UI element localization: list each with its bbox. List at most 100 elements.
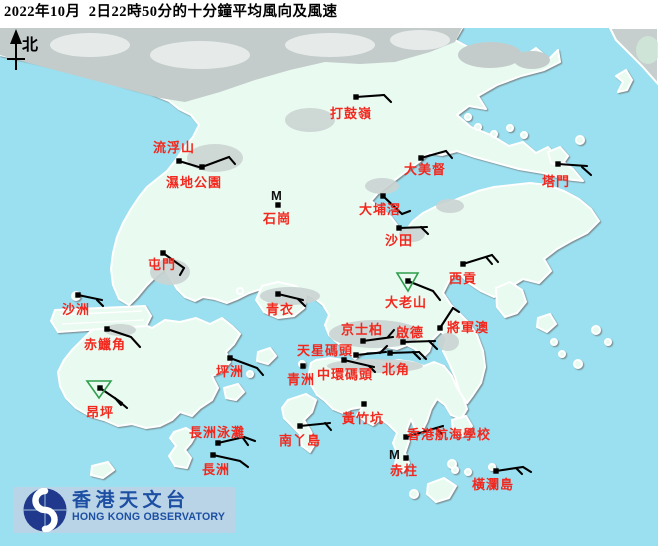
- station-label-saikung[interactable]: 西貢: [449, 271, 478, 286]
- station-label-starferry[interactable]: 天星碼頭: [297, 343, 354, 358]
- station-kaitak[interactable]: [400, 339, 439, 351]
- station-tapmun[interactable]: [555, 161, 593, 177]
- station-label-stanley[interactable]: 赤柱: [390, 463, 419, 478]
- station-label-greenisland[interactable]: 青洲: [287, 372, 316, 387]
- station-dot[interactable]: [353, 352, 359, 358]
- station-label-wetlandpark[interactable]: 濕地公園: [166, 175, 223, 190]
- station-dot[interactable]: [380, 193, 386, 199]
- station-waglan[interactable]: [493, 465, 533, 476]
- station-label-shatin[interactable]: 沙田: [385, 233, 414, 248]
- station-dot[interactable]: [361, 401, 367, 407]
- hko-logo[interactable]: 香港天文台 HONG KONG OBSERVATORY: [13, 487, 235, 533]
- station-cheungchaubeach[interactable]: [215, 435, 257, 447]
- station-wetlandpark[interactable]: [199, 155, 237, 170]
- station-lamma[interactable]: [297, 421, 333, 432]
- land-mainland: [0, 27, 600, 404]
- station-tseungkwano[interactable]: [437, 306, 461, 331]
- station-label-tsingyi[interactable]: 青衣: [266, 302, 295, 317]
- station-dot[interactable]: [403, 455, 409, 461]
- station-dot[interactable]: [176, 158, 182, 164]
- station-label-takwuling[interactable]: 打鼓嶺: [330, 106, 373, 121]
- station-dot[interactable]: [215, 440, 221, 446]
- station-tatescairn[interactable]: [395, 272, 442, 302]
- station-dot[interactable]: [341, 357, 347, 363]
- north-arrow: [7, 29, 25, 70]
- station-northpoint[interactable]: [387, 350, 428, 361]
- station-dot[interactable]: [199, 164, 205, 170]
- station-label-taipokau[interactable]: 大埔滘: [359, 202, 402, 217]
- station-label-wongchukhang[interactable]: 黃竹坑: [342, 411, 385, 426]
- station-label-kingspark[interactable]: 京士柏: [341, 322, 384, 337]
- station-ngongping[interactable]: [85, 380, 129, 410]
- station-starferry[interactable]: [353, 344, 389, 358]
- station-label-cheungchau[interactable]: 長洲: [202, 462, 231, 477]
- land-cheungchau: [168, 427, 197, 469]
- station-tsingyi[interactable]: [275, 291, 307, 308]
- station-dot[interactable]: [418, 155, 424, 161]
- station-dot[interactable]: [360, 338, 366, 344]
- station-kingspark[interactable]: [360, 328, 396, 344]
- station-dot[interactable]: [300, 363, 306, 369]
- station-label-cheungchaubeach[interactable]: 長洲泳灘: [189, 425, 246, 440]
- wind-barb: [296, 297, 307, 308]
- station-seaschool[interactable]: [403, 424, 445, 440]
- station-taipokau[interactable]: [380, 193, 412, 216]
- wind-barb: [490, 253, 500, 264]
- station-dot[interactable]: [437, 325, 443, 331]
- station-pengchau[interactable]: [227, 355, 265, 377]
- station-label-pengchau[interactable]: 坪洲: [216, 364, 245, 379]
- station-label-northpoint[interactable]: 北角: [382, 362, 411, 377]
- station-label-tapmun[interactable]: 塔門: [542, 174, 571, 189]
- station-wongchukhang[interactable]: [361, 401, 367, 407]
- station-centralpier[interactable]: [341, 357, 377, 374]
- station-dot[interactable]: [297, 423, 303, 429]
- station-dot[interactable]: [210, 452, 216, 458]
- station-label-taimeituk[interactable]: 大美督: [404, 162, 447, 177]
- station-saikung[interactable]: [460, 253, 500, 267]
- station-dot[interactable]: [353, 94, 359, 100]
- station-cheklapkok[interactable]: [104, 326, 142, 349]
- station-dot[interactable]: [400, 339, 406, 345]
- station-greenisland[interactable]: [300, 363, 306, 369]
- station-shatin[interactable]: [396, 225, 430, 236]
- station-label-laufaushan[interactable]: 流浮山: [153, 140, 196, 155]
- station-shachau[interactable]: [75, 292, 105, 308]
- map-title: 2022年10月 2日22時50分的十分鐘平均風向及風速: [0, 0, 658, 28]
- station-cheungchau[interactable]: [210, 452, 250, 469]
- station-dot[interactable]: [493, 468, 499, 474]
- station-label-kaitak[interactable]: 啟德: [396, 325, 425, 340]
- station-label-tatescairn[interactable]: 大老山: [385, 295, 428, 310]
- station-taimeituk[interactable]: [418, 149, 454, 161]
- station-label-centralpier[interactable]: 中環碼頭: [317, 367, 374, 382]
- station-label-shachau[interactable]: 沙洲: [62, 302, 91, 317]
- station-label-ngongping[interactable]: 昂坪: [86, 405, 115, 420]
- station-dot[interactable]: [387, 350, 393, 356]
- station-dot[interactable]: [75, 292, 81, 298]
- station-dot[interactable]: [396, 225, 402, 231]
- station-label-lamma[interactable]: 南丫島: [279, 433, 322, 448]
- station-takwuling[interactable]: [353, 93, 393, 104]
- station-dot[interactable]: [104, 326, 110, 332]
- station-shekkong[interactable]: [275, 202, 281, 208]
- land-lantau: [57, 317, 241, 429]
- station-dot[interactable]: [227, 355, 233, 361]
- station-dot[interactable]: [555, 161, 561, 167]
- station-dot[interactable]: [460, 261, 466, 267]
- station-label-waglan[interactable]: 橫瀾島: [472, 477, 515, 492]
- wind-barb: [417, 350, 428, 361]
- station-stanley[interactable]: [403, 455, 409, 461]
- station-label-tuenmun[interactable]: 屯門: [148, 257, 177, 272]
- station-label-shekkong[interactable]: 石崗: [263, 211, 292, 226]
- station-laufaushan[interactable]: [176, 158, 204, 170]
- station-label-seaschool[interactable]: 香港航海學校: [407, 427, 492, 442]
- station-dot[interactable]: [275, 202, 281, 208]
- station-dot[interactable]: [97, 385, 103, 391]
- station-dot[interactable]: [405, 278, 411, 284]
- station-dot[interactable]: [275, 291, 281, 297]
- station-label-tseungkwano[interactable]: 將軍澳: [447, 320, 490, 335]
- station-label-cheklapkok[interactable]: 赤鱲角: [84, 337, 127, 352]
- station-dot[interactable]: [160, 250, 166, 256]
- station-dot[interactable]: [403, 434, 409, 440]
- station-tuenmun[interactable]: [160, 250, 186, 277]
